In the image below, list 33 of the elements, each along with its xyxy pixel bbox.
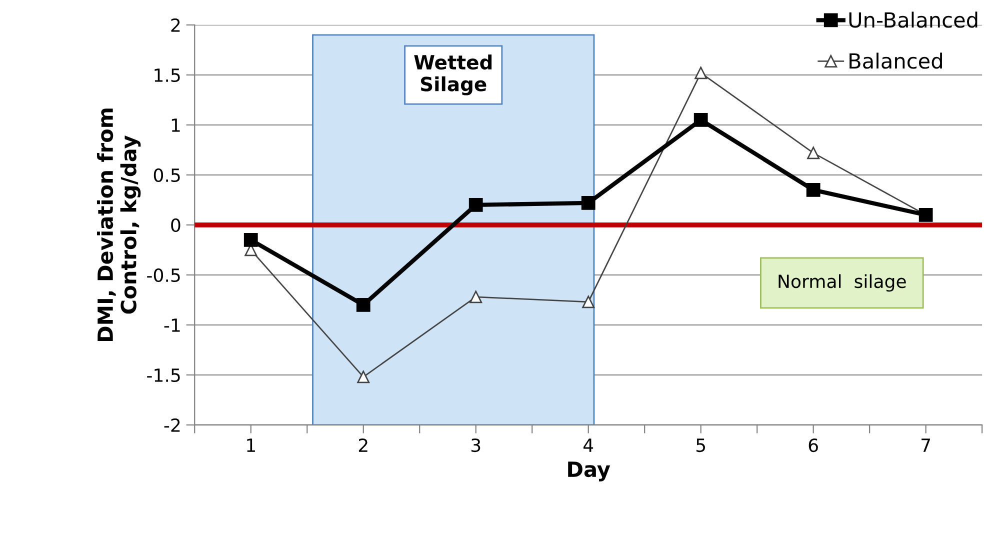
y-tick-label: 0 bbox=[171, 218, 180, 232]
x-axis-title: Day bbox=[568, 462, 610, 482]
y-tick-label: -0.5 bbox=[147, 268, 180, 282]
point bbox=[356, 298, 370, 312]
point bbox=[807, 146, 820, 160]
x-tick-label: 1 bbox=[247, 438, 255, 452]
y-tick-label: 0.5 bbox=[154, 168, 180, 182]
x-tick-label: 4 bbox=[583, 438, 594, 452]
y-tick-label: -1.5 bbox=[147, 368, 180, 382]
y-tick-label: -1 bbox=[164, 318, 180, 332]
y-tick-label: -2 bbox=[164, 418, 180, 432]
x-tick-label: 3 bbox=[471, 438, 480, 452]
band-label: Wetted Silage bbox=[414, 54, 492, 96]
x-tick-label: 5 bbox=[696, 438, 706, 452]
x-tick-label: 7 bbox=[922, 438, 930, 452]
x-tick-label: 6 bbox=[808, 438, 818, 452]
point bbox=[468, 198, 483, 212]
point bbox=[806, 182, 820, 197]
legend-label: Balanced bbox=[850, 52, 942, 69]
point bbox=[244, 232, 258, 247]
y-tick-label: 2 bbox=[171, 18, 180, 32]
point bbox=[694, 66, 708, 80]
legend-label: Un-Balanced bbox=[849, 12, 978, 28]
point bbox=[581, 196, 596, 210]
y-axis-title: DMI, Deviation from Control, kg/day bbox=[96, 108, 141, 342]
annotation: Normal silage bbox=[778, 274, 906, 292]
point bbox=[470, 290, 482, 304]
point bbox=[357, 370, 370, 384]
y-tick-label: 1.5 bbox=[154, 68, 180, 82]
point bbox=[694, 112, 708, 127]
y-tick-label: 1 bbox=[172, 118, 180, 132]
x-tick-label: 2 bbox=[358, 438, 368, 452]
point bbox=[582, 296, 595, 308]
